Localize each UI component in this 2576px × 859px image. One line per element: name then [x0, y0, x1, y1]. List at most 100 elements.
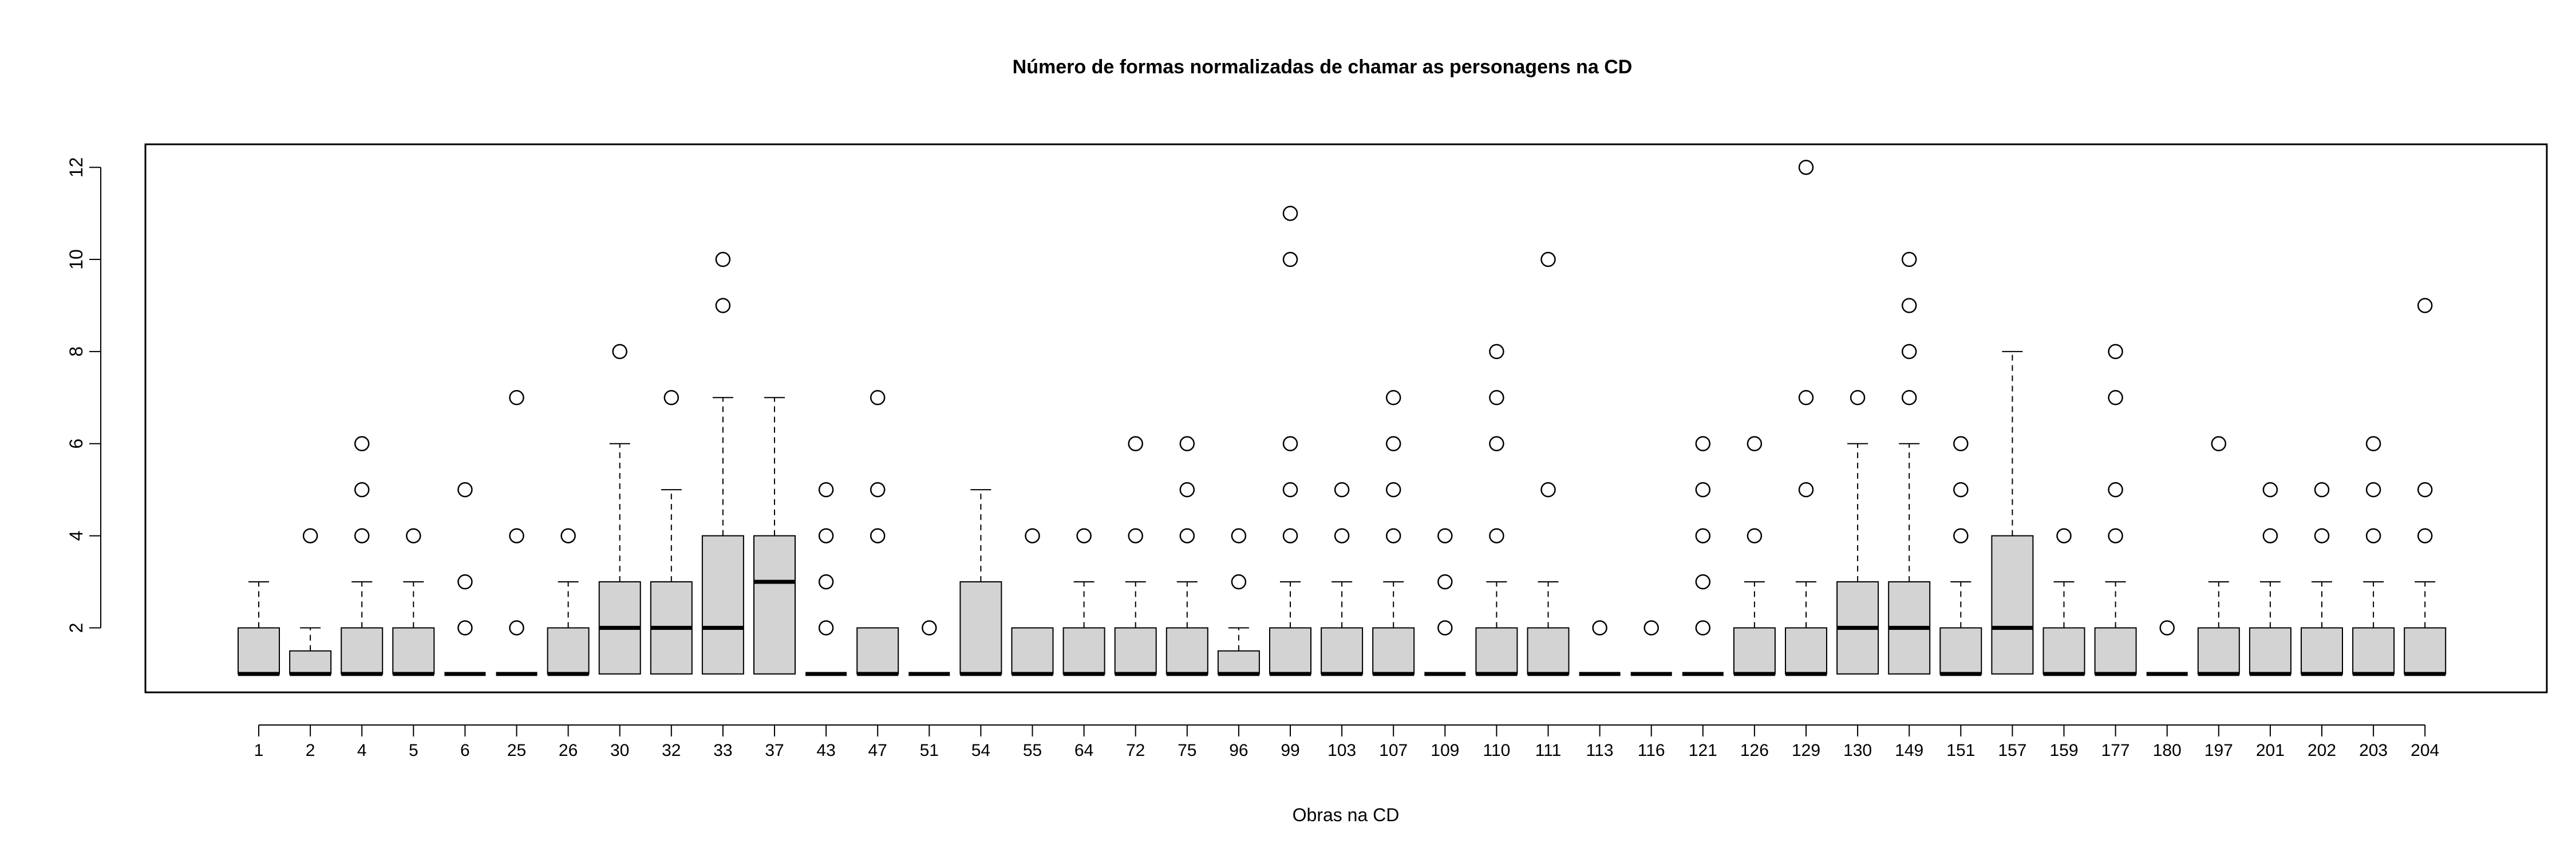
boxes [238, 159, 2447, 676]
outlier-point [509, 390, 524, 405]
box-103 [1321, 482, 1364, 676]
outlier-point [509, 528, 524, 543]
outlier-point [2108, 390, 2123, 405]
box-96 [1217, 528, 1260, 676]
box-iqr [1372, 627, 1415, 675]
outlier-point [2365, 436, 2381, 451]
x-tick-label: 72 [1126, 741, 1145, 760]
x-tick-label: 157 [1998, 741, 2026, 760]
box-201 [2249, 482, 2291, 676]
outlier-point [354, 436, 370, 451]
x-tick-label: 37 [765, 741, 784, 760]
x-tick-label: 103 [1327, 741, 1356, 760]
outlier-point [1695, 620, 1711, 636]
outlier-point [1489, 528, 1504, 543]
outlier-point [1798, 390, 1814, 405]
box-43 [805, 482, 847, 676]
box-iqr [1785, 627, 1827, 675]
outlier-point [1901, 251, 1917, 267]
x-tick-label: 204 [2411, 741, 2439, 760]
box-iqr [2042, 627, 2085, 675]
x-tick-label: 129 [1792, 741, 1820, 760]
y-tick-label: 6 [66, 439, 86, 449]
outlier-point [1489, 436, 1504, 451]
outlier-point [2417, 298, 2433, 313]
outlier-point [818, 528, 834, 543]
outlier-point [1385, 482, 1401, 498]
x-tick-label: 2 [306, 741, 315, 760]
y-tick-label: 10 [66, 249, 86, 270]
outlier-point [2365, 528, 2381, 543]
x-tick-label: 111 [1535, 741, 1562, 760]
box-157 [1991, 350, 2034, 675]
outlier-point [870, 390, 886, 405]
x-tick-label: 55 [1023, 741, 1042, 760]
outlier-point [818, 574, 834, 590]
box-iqr [1733, 627, 1776, 675]
box-159 [2042, 528, 2085, 676]
y-tick-label: 12 [66, 157, 86, 178]
outlier-point [1437, 528, 1453, 543]
box-180 [2146, 620, 2188, 676]
outlier-point [1850, 390, 1866, 405]
outlier-point [1953, 482, 1969, 498]
x-tick-label: 159 [2049, 741, 2078, 760]
box-30 [598, 344, 641, 675]
outlier-point [2314, 528, 2330, 543]
outlier-point [1798, 482, 1814, 498]
box-iqr [1114, 627, 1157, 675]
x-tick-label: 6 [460, 741, 470, 760]
box-107 [1372, 390, 1415, 676]
x-axis: 1 2 4 5 6 25 26 30 32 33 37 43 47 51 54 55 64 72 75 96 99 103… [254, 724, 2439, 760]
box-2 [289, 528, 332, 676]
x-tick-label: 130 [1843, 741, 1872, 760]
x-tick-label: 99 [1281, 741, 1299, 760]
outlier-point [1385, 528, 1401, 543]
box-iqr [2197, 627, 2240, 675]
outlier-point [1128, 528, 1143, 543]
box-111 [1527, 251, 1570, 676]
x-tick-label: 96 [1229, 741, 1248, 760]
outlier-point [2314, 482, 2330, 498]
box-129 [1785, 159, 1827, 676]
box-72 [1114, 436, 1157, 676]
outlier-point [1695, 574, 1711, 590]
box-iqr [2301, 627, 2343, 675]
outlier-point [1489, 390, 1504, 405]
box-iqr [2249, 627, 2291, 675]
chart-title: Número de formas normalizadas de chamar … [1013, 56, 1633, 78]
outlier-point [1282, 482, 1298, 498]
outlier-point [715, 251, 731, 267]
outlier-point [2056, 528, 2072, 543]
box-iqr [2094, 627, 2137, 675]
outlier-point [663, 390, 679, 405]
box-iqr [753, 535, 796, 675]
box-iqr [1269, 627, 1311, 675]
outlier-point [1282, 251, 1298, 267]
x-tick-label: 54 [971, 741, 990, 760]
outlier-point [457, 574, 473, 590]
outlier-point [1334, 528, 1350, 543]
box-iqr [856, 627, 899, 675]
outlier-point [1179, 482, 1195, 498]
x-tick-label: 5 [409, 741, 418, 760]
box-iqr [1321, 627, 1364, 675]
box-26 [547, 528, 590, 676]
x-tick-label: 180 [2153, 741, 2182, 760]
box-99 [1269, 206, 1311, 676]
box-110 [1475, 344, 1518, 676]
x-tick-label: 30 [610, 741, 629, 760]
outlier-point [870, 528, 886, 543]
y-tick-label: 8 [66, 346, 86, 357]
box-iqr [2404, 627, 2447, 675]
box-54 [959, 489, 1002, 676]
box-iqr [1527, 627, 1570, 675]
outlier-point [457, 482, 473, 498]
box-5 [392, 528, 435, 676]
box-25 [496, 390, 538, 676]
box-iqr [392, 627, 435, 675]
box-iqr [547, 627, 590, 675]
x-tick-label: 26 [559, 741, 578, 760]
y-axis: 2 4 6 8 10 12 [66, 157, 101, 633]
outlier-point [1179, 528, 1195, 543]
